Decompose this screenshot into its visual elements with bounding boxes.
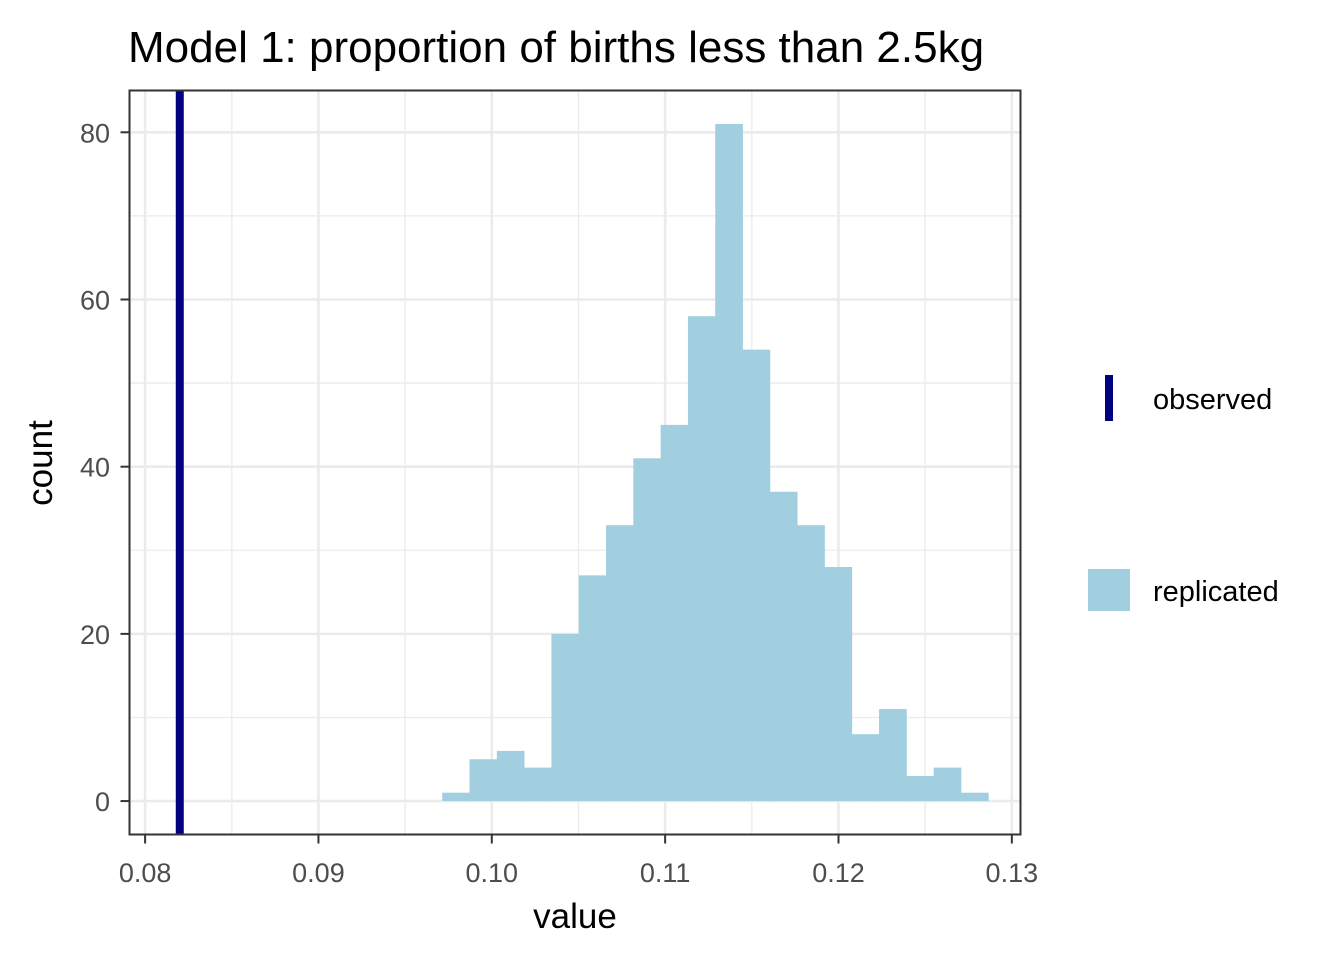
histogram-bar xyxy=(960,792,989,802)
legend-label-replicated: replicated xyxy=(1153,576,1279,608)
x-tick-label: 0.12 xyxy=(812,858,865,888)
y-axis-title: count xyxy=(21,420,60,506)
grid-major xyxy=(129,90,1021,835)
legend: observed replicated xyxy=(1088,375,1279,611)
legend-item-observed: observed xyxy=(1105,375,1272,421)
y-tick-label: 0 xyxy=(95,787,110,817)
histogram-bar xyxy=(824,566,853,802)
histogram-bar xyxy=(469,759,498,802)
histogram-bar xyxy=(687,316,716,802)
histogram-bar xyxy=(633,458,662,802)
x-tick-label: 0.11 xyxy=(640,858,691,888)
y-tick-label: 20 xyxy=(80,620,110,650)
chart-title: Model 1: proportion of births less than … xyxy=(128,23,984,72)
histogram-bar xyxy=(742,349,771,802)
histogram-bar xyxy=(933,767,962,802)
y-axis: 0 20 40 60 80 xyxy=(80,118,130,817)
histogram-bar xyxy=(442,792,470,802)
histogram-bar xyxy=(496,750,525,802)
x-tick-label: 0.09 xyxy=(292,858,345,888)
histogram-bar xyxy=(715,123,743,802)
y-tick-label: 40 xyxy=(80,453,110,483)
x-tick-label: 0.13 xyxy=(986,858,1039,888)
x-axis: 0.08 0.09 0.10 0.11 0.12 0.13 xyxy=(119,834,1039,888)
legend-item-replicated: replicated xyxy=(1088,569,1279,611)
legend-key-replicated xyxy=(1088,569,1130,611)
histogram-bars xyxy=(442,123,989,802)
y-tick-label: 60 xyxy=(80,285,110,315)
histogram-bar xyxy=(906,775,935,802)
histogram-bar xyxy=(660,424,689,802)
histogram-bar xyxy=(524,767,552,802)
x-tick-label: 0.10 xyxy=(466,858,519,888)
x-tick-label: 0.08 xyxy=(119,858,172,888)
legend-key-observed xyxy=(1105,375,1113,421)
histogram-bar xyxy=(606,525,634,802)
histogram-bar xyxy=(851,734,880,802)
y-tick-label: 80 xyxy=(80,118,110,148)
histogram-bar xyxy=(578,575,607,802)
histogram-bar xyxy=(551,633,580,802)
x-axis-title: value xyxy=(533,897,617,936)
histogram-bar xyxy=(797,525,825,802)
histogram-bar xyxy=(769,491,798,802)
legend-label-observed: observed xyxy=(1153,384,1272,416)
plot-border xyxy=(128,89,1022,836)
histogram-bar xyxy=(879,709,907,802)
